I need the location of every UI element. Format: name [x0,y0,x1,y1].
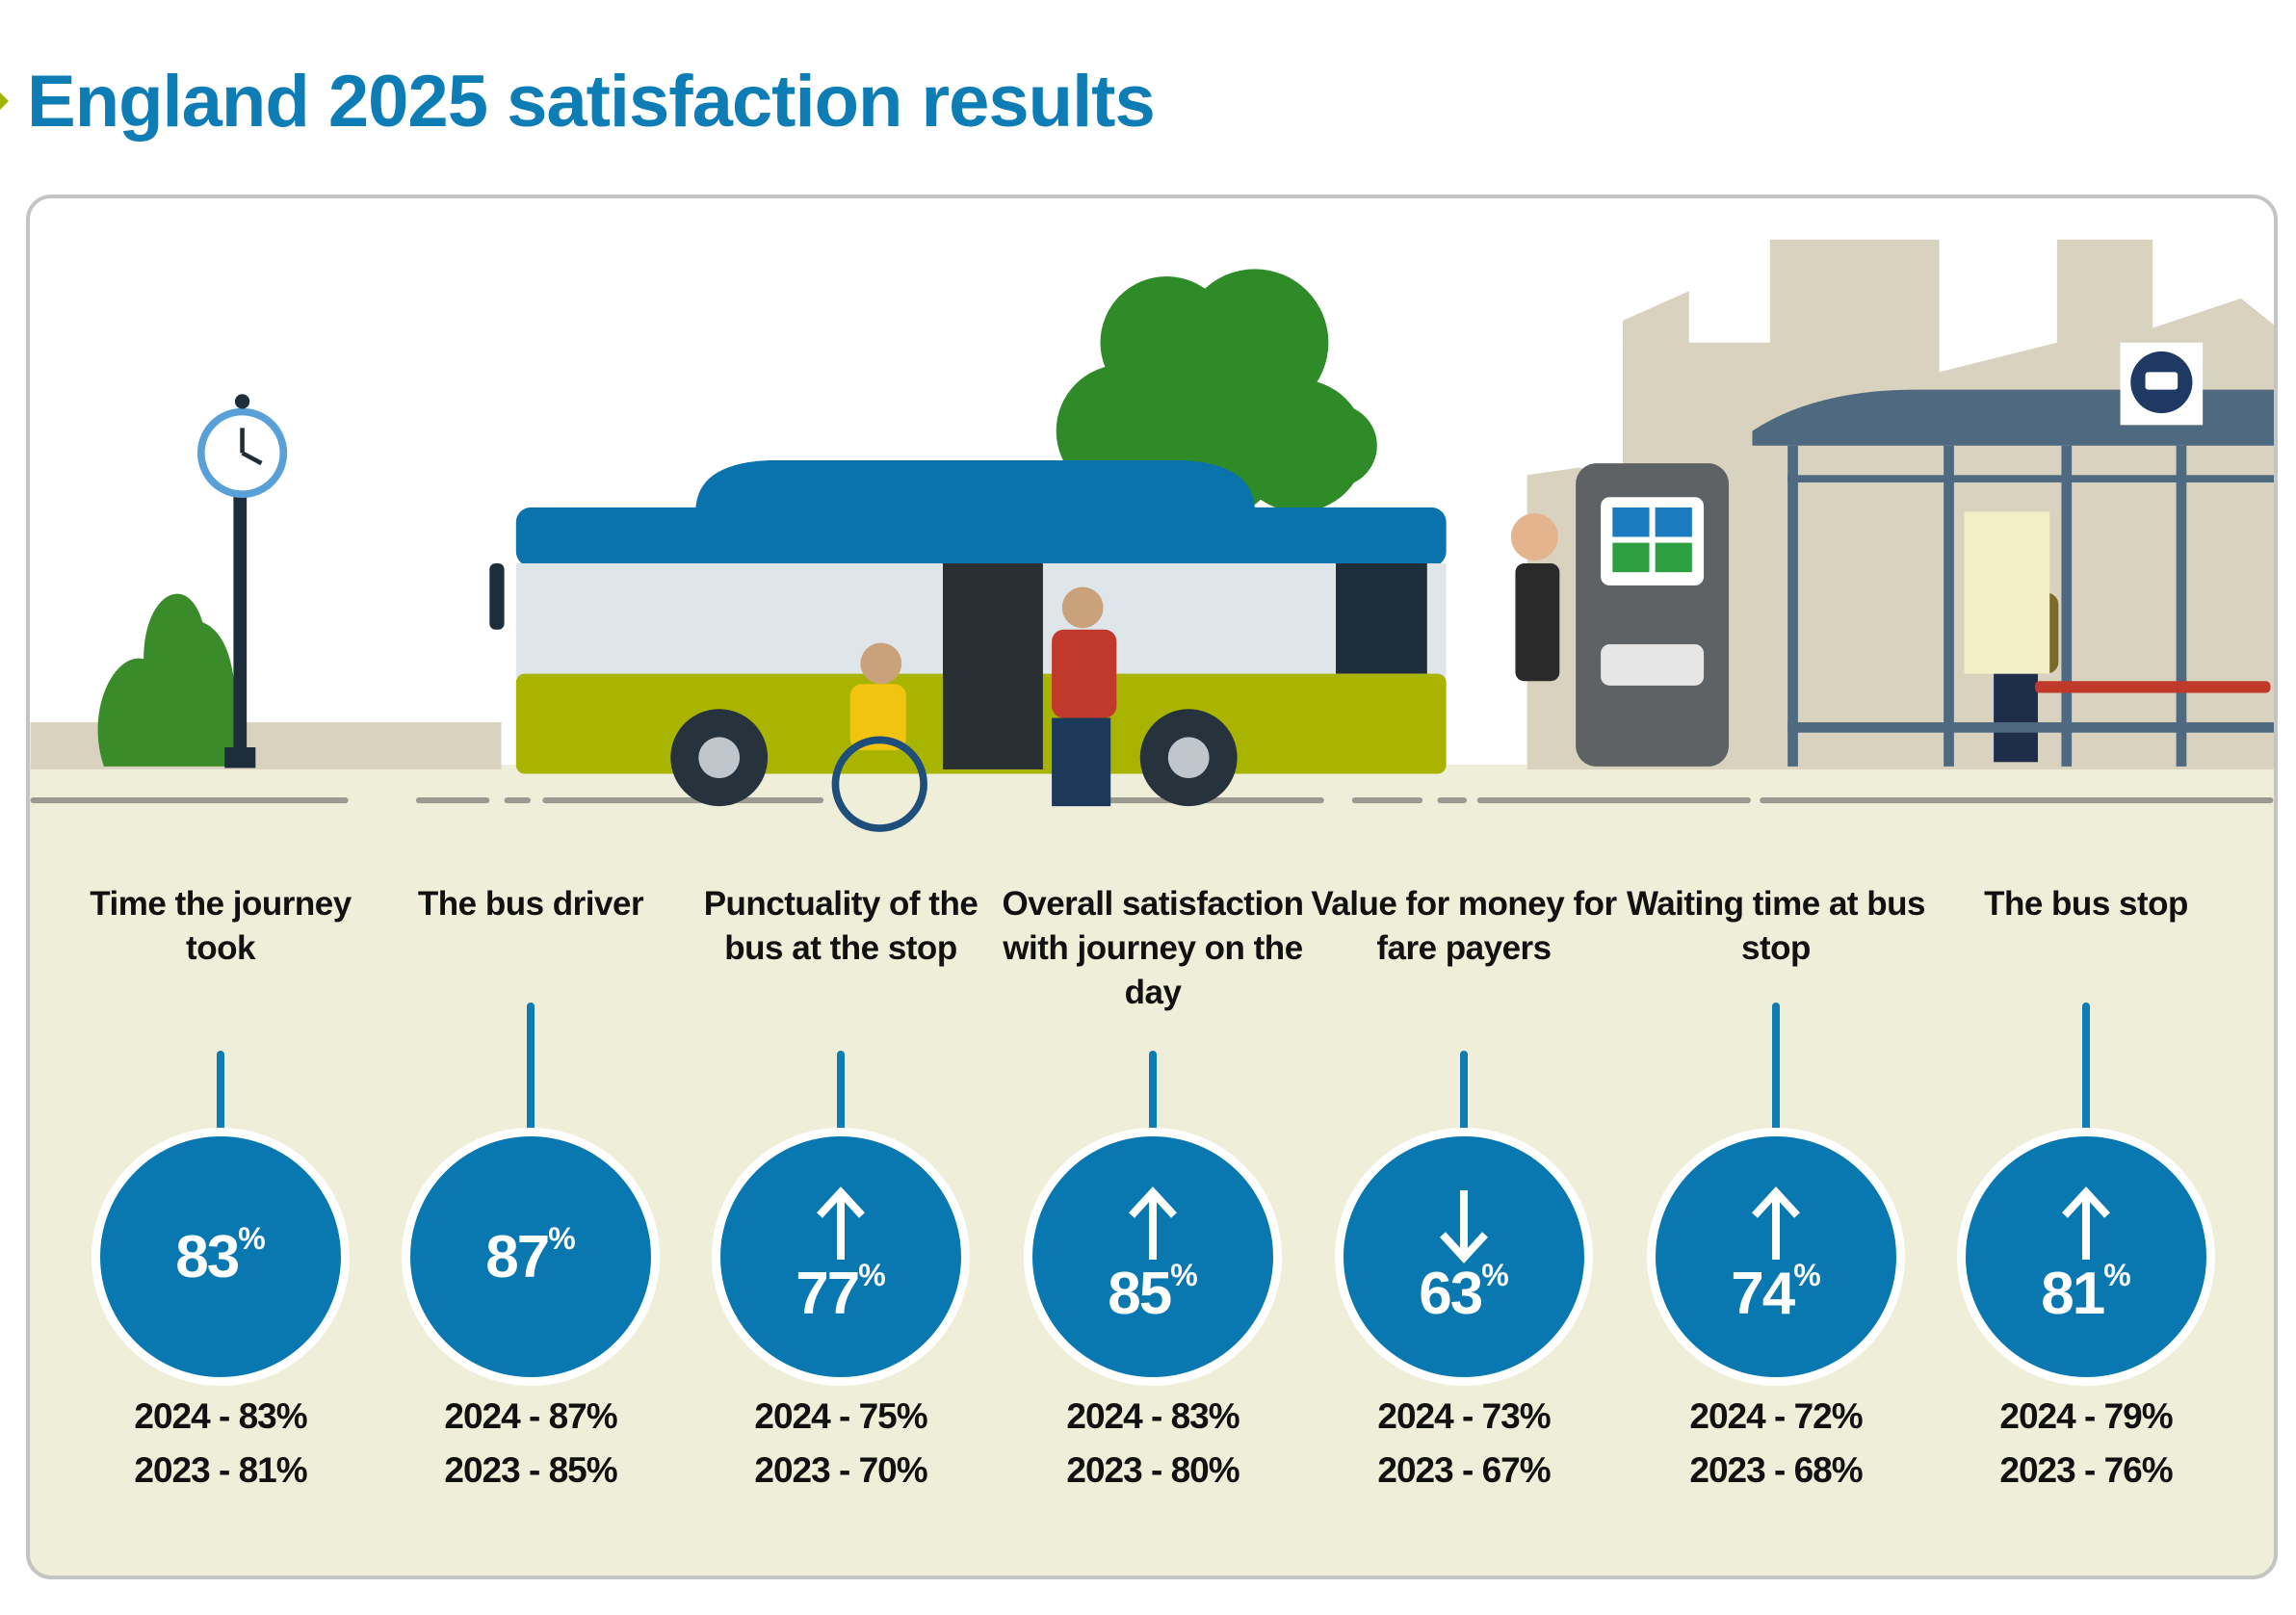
result-2024: 2024 - 83% [134,1396,307,1436]
street-illustration [30,239,2274,832]
metric-value: 87% [485,1220,576,1290]
result-2023: 2023 - 85% [444,1450,617,1490]
arrow-up-icon [1752,1185,1800,1260]
page-title: England 2025 satisfaction results [27,61,1156,143]
connector-line [2082,1003,2090,1137]
metric-value: 63% [1419,1257,1509,1327]
result-2023: 2023 - 80% [1066,1450,1239,1490]
bus [489,460,1447,807]
result-2024: 2024 - 73% [1377,1396,1551,1436]
result-2023: 2023 - 67% [1377,1450,1551,1490]
connector-line [1460,1051,1468,1137]
connector-line [527,1003,535,1137]
metric-label: Time the journey took [90,885,352,967]
result-2024: 2024 - 72% [1689,1396,1863,1436]
ticket-machine [1576,463,1730,767]
metric-label: Waiting time at bus stop [1626,885,1926,967]
metric-circle: 74% [1647,1128,1905,1386]
metric-label: Punctuality of the bus at the stop [703,885,978,967]
metric-value: 74% [1731,1257,1821,1327]
bus-shelter [1752,342,2274,767]
result-2024: 2024 - 79% [1999,1396,2173,1436]
bush [97,593,236,767]
results-card: Time the journey took 83% 2024 - 83% 202… [26,195,2278,1579]
metric-label: The bus stop [1984,885,2188,923]
arrow-up-icon [1129,1185,1177,1260]
title-bullet [0,92,9,110]
metric-circle: 81% [1957,1128,2215,1386]
metric-circle: 63% [1335,1128,1593,1386]
metric-value: 77% [796,1257,886,1327]
arrow-up-icon [817,1185,865,1260]
result-2023: 2023 - 76% [1999,1450,2173,1490]
metric-value: 83% [175,1220,266,1290]
metric-label: Value for money for fare payers [1311,885,1617,967]
street-clock [196,394,288,768]
result-2024: 2024 - 75% [754,1396,927,1436]
arrow-down-icon [1440,1189,1488,1263]
metric-circle: 85% [1024,1128,1282,1386]
result-2023: 2023 - 70% [754,1450,927,1490]
connector-line [1149,1051,1157,1137]
result-2023: 2023 - 81% [134,1450,307,1490]
metric-circle: 87% [402,1128,660,1386]
metric-label: The bus driver [417,885,644,923]
metric-value: 81% [2041,1257,2131,1327]
result-2023: 2023 - 68% [1689,1450,1863,1490]
metric-value: 85% [1108,1257,1198,1327]
result-2024: 2024 - 87% [444,1396,617,1436]
metric-circle: 83% [91,1128,350,1386]
arrow-up-icon [2062,1185,2110,1260]
metric-circle: 77% [712,1128,970,1386]
metric-label: Overall satisfaction with journey on the… [1002,885,1304,1011]
tree [1056,269,1377,520]
connector-line [1772,1003,1780,1137]
connector-line [217,1051,224,1137]
connector-line [837,1051,845,1137]
result-2024: 2024 - 83% [1066,1396,1239,1436]
